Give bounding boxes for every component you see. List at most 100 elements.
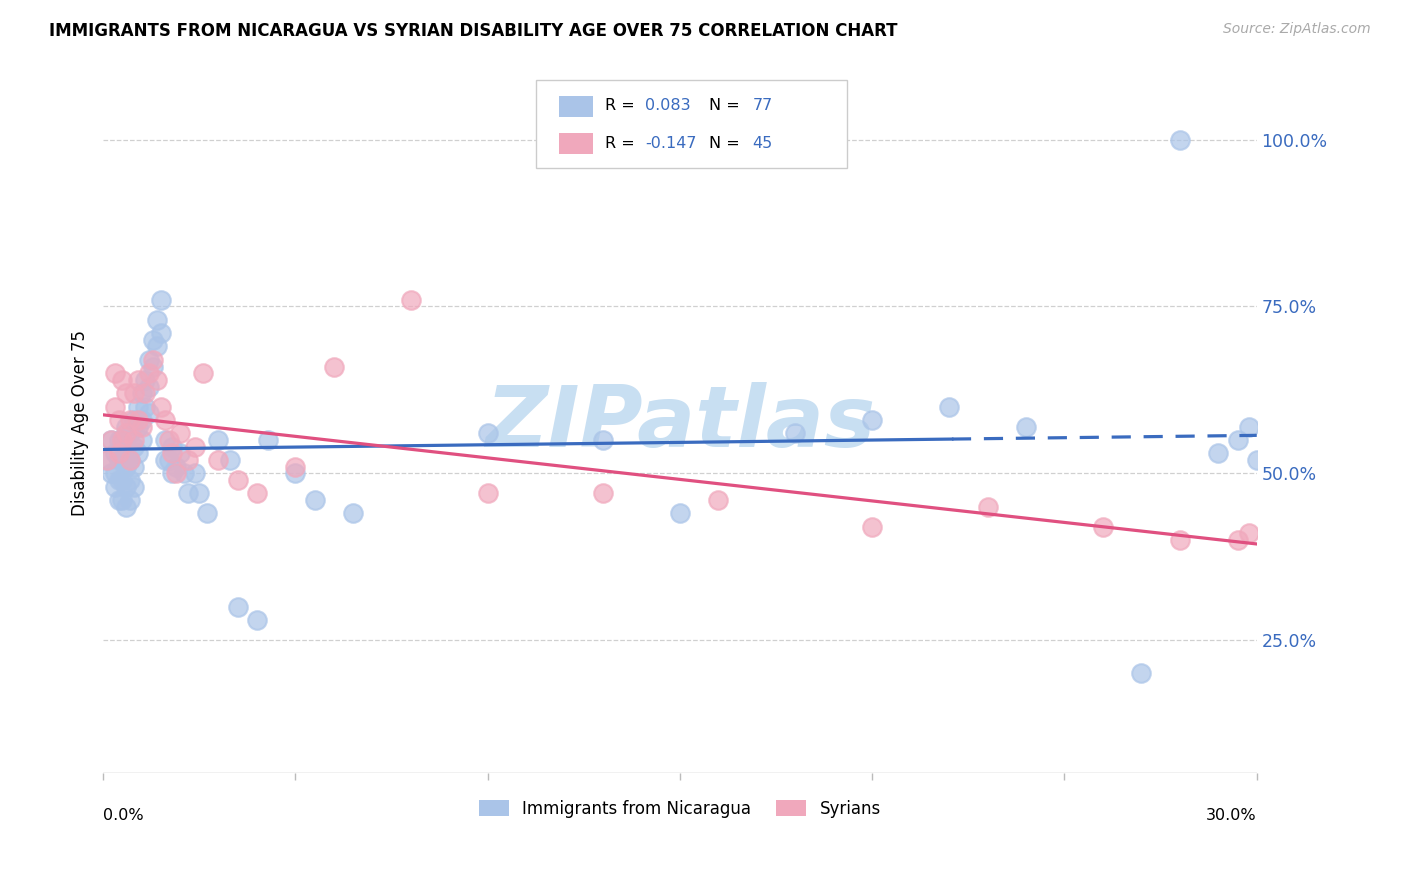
Point (169, 446, 191, 460)
Point (860, 519, 883, 533)
FancyBboxPatch shape (536, 80, 848, 168)
Point (142, 352, 165, 367)
Point (153, 413, 176, 427)
Point (122, 433, 145, 447)
Point (122, 413, 145, 427)
Point (399, 293, 422, 307)
Text: 77: 77 (752, 98, 773, 113)
Point (477, 486, 499, 500)
Point (976, 500, 998, 514)
Point (188, 486, 211, 500)
Point (177, 453, 200, 467)
Point (162, 440, 184, 454)
Point (785, 426, 807, 441)
Point (100, 433, 122, 447)
Point (111, 433, 134, 447)
Point (100, 467, 122, 481)
Point (146, 339, 169, 353)
Y-axis label: Disability Age Over 75: Disability Age Over 75 (72, 330, 89, 516)
Point (107, 453, 129, 467)
Point (1246, 453, 1268, 467)
Point (138, 406, 160, 420)
Point (111, 473, 134, 487)
Point (149, 400, 172, 414)
Text: 0.0%: 0.0% (103, 808, 143, 823)
Point (592, 486, 614, 500)
Point (134, 400, 156, 414)
Point (104, 366, 127, 380)
Point (127, 373, 149, 387)
Point (477, 426, 499, 441)
Point (1168, 533, 1191, 547)
Point (115, 440, 138, 454)
Point (1226, 433, 1249, 447)
Point (122, 479, 145, 493)
Point (115, 419, 138, 434)
Point (322, 359, 344, 374)
Point (1237, 419, 1260, 434)
Point (118, 426, 141, 441)
Point (173, 467, 195, 481)
Text: 30.0%: 30.0% (1206, 808, 1257, 823)
Point (284, 459, 307, 474)
Text: -0.147: -0.147 (645, 136, 697, 151)
Point (169, 426, 191, 441)
Point (104, 467, 127, 481)
Point (122, 459, 145, 474)
Point (115, 500, 138, 514)
Point (111, 492, 134, 507)
Point (127, 419, 149, 434)
Point (111, 453, 134, 467)
Point (219, 453, 242, 467)
Point (162, 467, 184, 481)
Point (122, 386, 145, 401)
Point (138, 379, 160, 393)
Point (131, 386, 153, 401)
Point (207, 433, 229, 447)
Point (157, 453, 180, 467)
Point (860, 413, 883, 427)
Point (127, 446, 149, 460)
Point (107, 492, 129, 507)
Point (115, 459, 138, 474)
Point (162, 446, 184, 460)
Point (115, 479, 138, 493)
Point (153, 433, 176, 447)
Point (96, 453, 118, 467)
Point (304, 492, 326, 507)
Point (669, 506, 692, 520)
Point (131, 413, 153, 427)
Point (134, 373, 156, 387)
Point (111, 373, 134, 387)
Point (118, 453, 141, 467)
Point (592, 433, 614, 447)
Point (127, 400, 149, 414)
Text: 45: 45 (752, 136, 773, 151)
Point (149, 293, 172, 307)
Point (115, 386, 138, 401)
Point (226, 473, 249, 487)
Point (226, 599, 249, 614)
Text: Source: ZipAtlas.com: Source: ZipAtlas.com (1223, 22, 1371, 37)
Point (107, 413, 129, 427)
Point (107, 473, 129, 487)
Point (1206, 446, 1229, 460)
Point (100, 433, 122, 447)
Point (1237, 526, 1260, 541)
Bar (558, 134, 593, 154)
Point (118, 413, 141, 427)
Point (104, 400, 127, 414)
Point (118, 492, 141, 507)
Text: IMMIGRANTS FROM NICARAGUA VS SYRIAN DISABILITY AGE OVER 75 CORRELATION CHART: IMMIGRANTS FROM NICARAGUA VS SYRIAN DISA… (49, 22, 897, 40)
Point (142, 359, 165, 374)
Text: R =: R = (605, 98, 640, 113)
Point (107, 433, 129, 447)
Point (707, 492, 730, 507)
Point (1226, 533, 1249, 547)
Text: R =: R = (605, 136, 640, 151)
Point (191, 366, 214, 380)
Point (115, 426, 138, 441)
Point (122, 440, 145, 454)
Point (284, 467, 307, 481)
Point (111, 433, 134, 447)
